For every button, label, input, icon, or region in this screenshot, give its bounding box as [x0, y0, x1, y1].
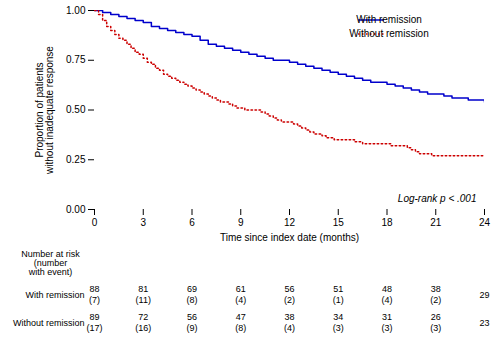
- svg-text:(3): (3): [382, 323, 393, 333]
- svg-text:9: 9: [238, 217, 244, 228]
- svg-text:(9): (9): [187, 323, 198, 333]
- svg-text:47: 47: [236, 312, 246, 322]
- svg-text:56: 56: [284, 284, 294, 294]
- svg-text:89: 89: [89, 312, 99, 322]
- svg-text:(8): (8): [187, 295, 198, 305]
- svg-text:48: 48: [382, 284, 392, 294]
- svg-text:0: 0: [92, 217, 98, 228]
- svg-text:6: 6: [189, 217, 195, 228]
- svg-text:With remission: With remission: [25, 290, 84, 300]
- svg-text:29: 29: [479, 290, 489, 300]
- svg-text:61: 61: [236, 284, 246, 294]
- svg-text:51: 51: [333, 284, 343, 294]
- svg-text:(16): (16): [135, 323, 151, 333]
- svg-text:72: 72: [138, 312, 148, 322]
- svg-text:With remission: With remission: [356, 14, 422, 25]
- svg-text:0.50: 0.50: [66, 104, 86, 115]
- svg-text:Without remission: Without remission: [13, 318, 85, 328]
- svg-text:23: 23: [479, 318, 489, 328]
- svg-text:Number at risk(numberwith even: Number at risk(numberwith event): [21, 249, 80, 277]
- svg-text:(3): (3): [333, 323, 344, 333]
- svg-text:Proportion of patientswithout: Proportion of patientswithout inadequate…: [34, 46, 55, 175]
- svg-text:1.00: 1.00: [66, 5, 86, 16]
- svg-text:3: 3: [140, 217, 146, 228]
- svg-text:(3): (3): [430, 323, 441, 333]
- svg-text:(17): (17): [86, 323, 102, 333]
- svg-text:Without remission: Without remission: [349, 28, 428, 39]
- svg-text:88: 88: [89, 284, 99, 294]
- svg-text:26: 26: [431, 312, 441, 322]
- svg-text:38: 38: [431, 284, 441, 294]
- svg-text:(1): (1): [333, 295, 344, 305]
- svg-text:18: 18: [381, 217, 393, 228]
- svg-text:(4): (4): [235, 295, 246, 305]
- svg-text:(2): (2): [284, 295, 295, 305]
- svg-text:81: 81: [138, 284, 148, 294]
- svg-text:0.75: 0.75: [66, 54, 86, 65]
- svg-text:31: 31: [382, 312, 392, 322]
- svg-text:21: 21: [430, 217, 442, 228]
- svg-text:(2): (2): [430, 295, 441, 305]
- svg-text:(8): (8): [235, 323, 246, 333]
- svg-text:(11): (11): [136, 295, 151, 305]
- svg-text:34: 34: [333, 312, 343, 322]
- svg-text:69: 69: [187, 284, 197, 294]
- svg-text:38: 38: [284, 312, 294, 322]
- svg-text:56: 56: [187, 312, 197, 322]
- svg-text:Log-rank p < .001: Log-rank p < .001: [398, 193, 477, 204]
- svg-text:Time since index date (months): Time since index date (months): [220, 232, 359, 243]
- svg-text:0.25: 0.25: [66, 154, 86, 165]
- svg-text:12: 12: [284, 217, 296, 228]
- svg-text:24: 24: [479, 217, 491, 228]
- svg-text:(4): (4): [284, 323, 295, 333]
- svg-text:15: 15: [333, 217, 345, 228]
- svg-text:(4): (4): [382, 295, 393, 305]
- svg-text:(7): (7): [89, 295, 100, 305]
- svg-text:0.00: 0.00: [66, 204, 86, 215]
